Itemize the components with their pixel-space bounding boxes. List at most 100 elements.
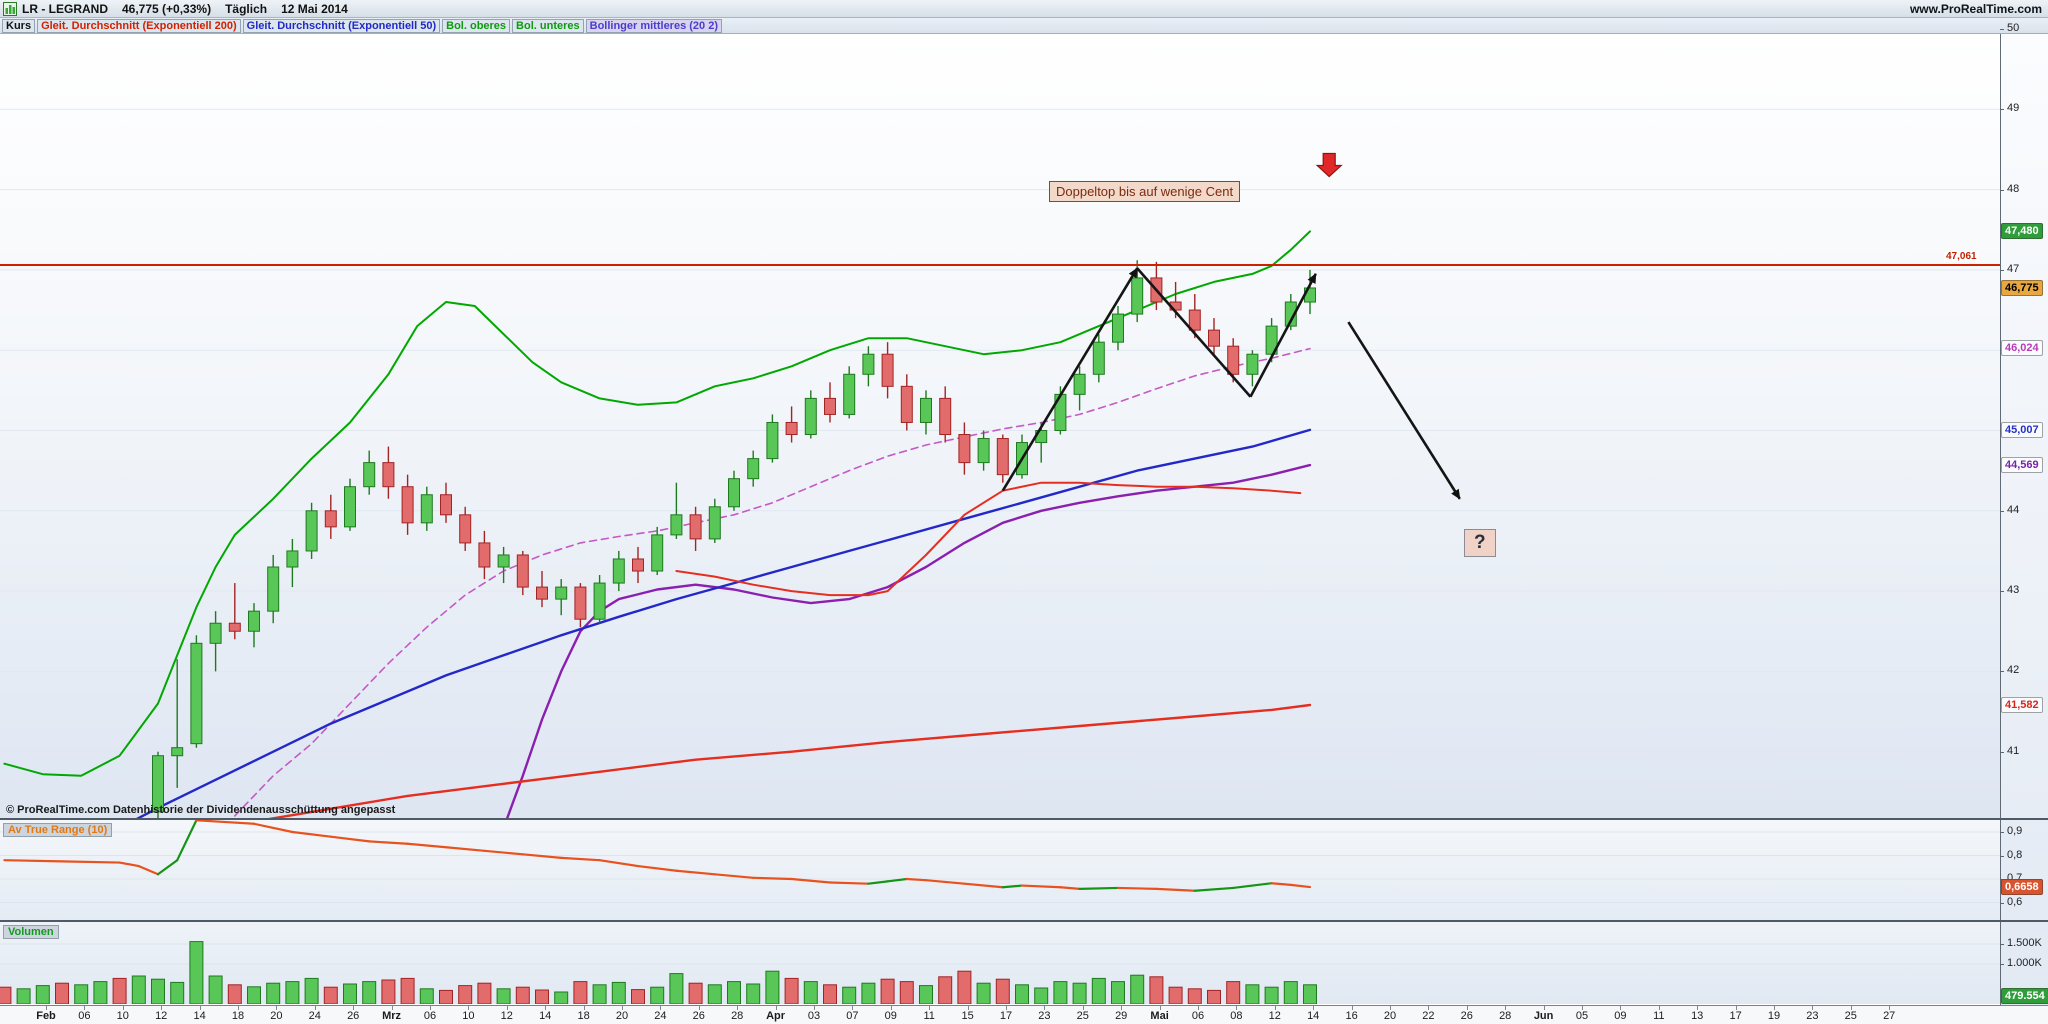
candle-body — [248, 610, 260, 632]
atr-segment — [675, 869, 716, 876]
candle-body — [996, 438, 1009, 476]
volume-bar — [535, 989, 549, 1004]
trend-arrow[interactable] — [1136, 267, 1252, 398]
trend-arrow[interactable] — [1347, 321, 1461, 500]
candle-body — [670, 514, 683, 536]
candle-body — [593, 582, 606, 620]
x-axis-tick — [545, 1006, 547, 1010]
volume-bar — [515, 986, 530, 1004]
candle-body — [190, 642, 203, 745]
candle-body — [363, 462, 376, 488]
x-axis-label: 22 — [1422, 1010, 1435, 1022]
candle-body — [881, 353, 894, 387]
volume-bar — [1283, 981, 1298, 1004]
timeframe-label: Täglich — [225, 1, 268, 16]
x-axis-tick — [1582, 1006, 1583, 1010]
volume-bar — [323, 986, 338, 1004]
volume-bar — [496, 988, 511, 1004]
panel-separator[interactable] — [0, 920, 2048, 922]
volume-bar — [1034, 987, 1049, 1004]
x-axis-label: 24 — [654, 1010, 667, 1022]
x-axis-tick — [1313, 1006, 1315, 1010]
main-chart-plot[interactable] — [0, 34, 2000, 818]
doppeltop-annotation[interactable]: Doppeltop bis auf wenige Cent — [1049, 181, 1241, 202]
volume-plot[interactable] — [0, 922, 2000, 1004]
trend-arrow[interactable] — [1001, 267, 1139, 492]
legend-item-2[interactable]: Gleit. Durchschnitt (Exponentiell 50) — [242, 18, 441, 33]
atr-segment — [329, 835, 371, 843]
x-axis-tick — [737, 1006, 739, 1010]
prorealtime-link[interactable]: www.ProRealTime.com — [1909, 1, 2042, 16]
atr-segment — [1270, 882, 1292, 886]
panel-separator[interactable] — [0, 818, 2048, 820]
ema-200-line — [267, 703, 1312, 818]
red-down-arrow-icon[interactable] — [1315, 152, 1343, 178]
atr-indicator-label[interactable]: Av True Range (10) — [3, 823, 113, 837]
x-axis-tick — [1082, 1006, 1084, 1010]
candle-body — [708, 506, 721, 540]
x-axis-label: 14 — [1307, 1010, 1320, 1022]
legend-item-3[interactable]: Bol. oberes — [442, 18, 511, 33]
copyright-note: © ProRealTime.com Datenhistorie der Divi… — [6, 804, 396, 816]
question-annotation[interactable]: ? — [1464, 529, 1496, 557]
x-axis-label: 28 — [731, 1010, 744, 1022]
x-axis-label: 16 — [1345, 1010, 1358, 1022]
x-axis-tick — [1505, 1006, 1507, 1010]
volume-bar — [573, 981, 588, 1004]
volume-bar — [477, 982, 492, 1004]
x-axis-label: 10 — [462, 1010, 475, 1022]
x-axis-tick — [84, 1006, 86, 1010]
volume-bar — [1187, 988, 1202, 1004]
candle-body — [766, 421, 779, 460]
volume-bar — [727, 981, 741, 1004]
atr-segment — [444, 846, 486, 852]
x-axis-tick — [1466, 1006, 1468, 1010]
x-axis-label: 23 — [1038, 1010, 1051, 1022]
x-axis-tick — [1006, 1006, 1007, 1010]
candle-body — [804, 397, 817, 436]
time-axis[interactable]: Feb 06 10 12 14 18 20 24 26 Mrz 06 10 12 14 18 20 24 26 28… — [0, 1005, 2048, 1024]
x-axis-tick — [391, 1006, 393, 1010]
candle-body — [1265, 325, 1278, 355]
legend-item-4[interactable]: Bol. unteres — [512, 18, 584, 33]
volume-bar — [0, 986, 12, 1004]
volume-bar — [784, 977, 799, 1004]
volume-bar — [189, 941, 204, 1004]
x-axis-label: 18 — [231, 1010, 245, 1022]
candle-body — [862, 353, 875, 375]
x-axis-label: 12 — [500, 1010, 513, 1022]
atr-segment — [963, 882, 1004, 889]
chart-app-icon — [3, 1, 17, 16]
candle-body — [1227, 345, 1240, 375]
x-axis-label: Jun — [1533, 1010, 1554, 1022]
atr-segment — [521, 853, 563, 859]
x-axis-tick — [353, 1006, 355, 1010]
candle-body — [939, 397, 952, 436]
x-axis-label: 24 — [308, 1010, 321, 1022]
atr-segment — [156, 859, 179, 876]
atr-plot[interactable] — [0, 820, 2000, 920]
candle-body — [171, 747, 184, 757]
x-axis-tick — [775, 1006, 777, 1010]
legend-item-1[interactable]: Gleit. Durchschnitt (Exponentiell 200) — [37, 18, 241, 33]
legend-item-0[interactable]: Kurs — [2, 18, 36, 33]
volume-indicator-label[interactable]: Volumen — [3, 925, 59, 939]
volume-bar — [707, 984, 722, 1004]
volume-bar — [151, 978, 165, 1004]
x-axis-label: 06 — [78, 1010, 91, 1022]
legend-item-5[interactable]: Bollinger mittleres (20 2) — [585, 18, 722, 33]
volume-bar — [554, 991, 569, 1004]
x-axis-tick — [1390, 1006, 1391, 1010]
x-axis-tick — [122, 1006, 124, 1010]
atr-segment — [483, 849, 524, 856]
atr-segment — [790, 877, 832, 884]
volume-bar — [208, 975, 223, 1004]
x-axis-label: 25 — [1844, 1010, 1857, 1022]
x-axis-label: 18 — [577, 1010, 590, 1022]
price-axis-background — [2000, 34, 2048, 1005]
candle-body — [152, 755, 164, 813]
trend-arrow[interactable] — [1249, 273, 1317, 398]
x-axis-label: 17 — [1729, 1010, 1742, 1022]
x-axis-label: 28 — [1499, 1010, 1512, 1022]
candle-body — [612, 558, 625, 584]
